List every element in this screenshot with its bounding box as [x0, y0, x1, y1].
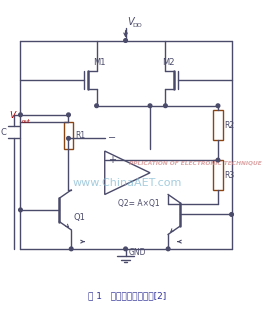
Text: 图 1   带隙基准源的原理[2]: 图 1 带隙基准源的原理[2] [88, 291, 167, 300]
Text: $V$: $V$ [9, 109, 18, 120]
Circle shape [230, 213, 233, 216]
Text: Q2= A×Q1: Q2= A×Q1 [118, 199, 160, 208]
Text: −: − [108, 133, 116, 143]
Text: out: out [21, 119, 31, 124]
Circle shape [95, 104, 98, 108]
Circle shape [216, 158, 220, 162]
Text: Q1: Q1 [74, 213, 86, 222]
Text: +: + [108, 155, 116, 165]
Circle shape [69, 247, 73, 251]
Text: R3: R3 [224, 171, 235, 180]
Text: C: C [0, 128, 6, 137]
Circle shape [67, 113, 70, 117]
Circle shape [164, 104, 167, 108]
Text: V: V [127, 17, 134, 27]
Text: R1: R1 [75, 131, 85, 140]
Circle shape [124, 39, 127, 42]
Circle shape [166, 247, 170, 251]
Text: M1: M1 [93, 58, 106, 67]
Text: GND: GND [128, 248, 146, 257]
Circle shape [19, 208, 22, 212]
Text: PPLICATION OF ELECTRONIC TECHNIQUE: PPLICATION OF ELECTRONIC TECHNIQUE [129, 160, 262, 165]
Text: M2: M2 [162, 58, 174, 67]
Circle shape [148, 104, 152, 108]
Circle shape [67, 137, 70, 140]
Circle shape [19, 113, 22, 117]
Text: R2: R2 [224, 121, 234, 130]
Text: DD: DD [133, 23, 143, 28]
Circle shape [216, 104, 220, 108]
Text: www.ChinaAET.com: www.ChinaAET.com [73, 178, 182, 188]
Circle shape [124, 247, 127, 251]
